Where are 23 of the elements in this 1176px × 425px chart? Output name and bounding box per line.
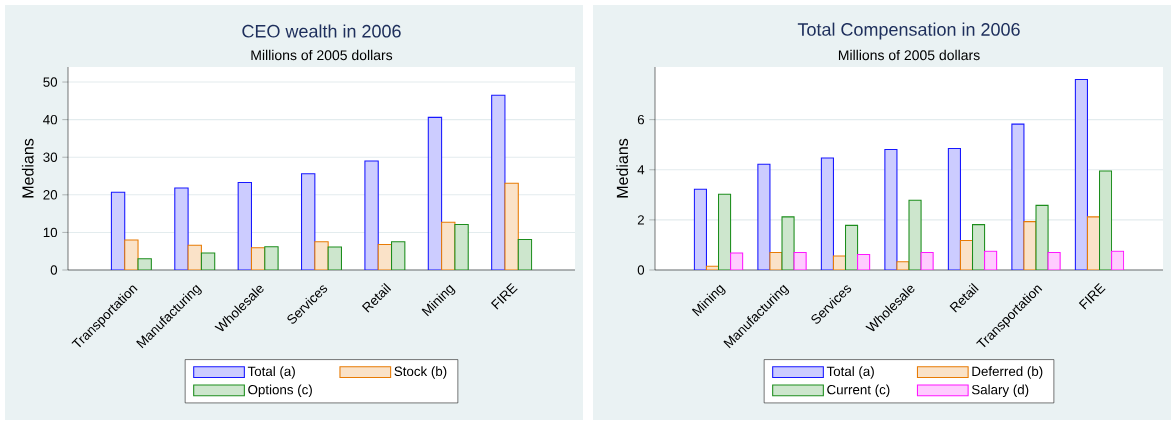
- legend-label: Current (c): [827, 384, 890, 397]
- y-tick-label: 4: [637, 165, 645, 175]
- chart-title: CEO wealth in 2006: [242, 24, 401, 38]
- chart-subtitle: Millions of 2005 dollars: [838, 49, 980, 61]
- y-tick-label: 50: [43, 77, 58, 87]
- chart-title: Total Compensation in 2006: [797, 22, 1020, 40]
- legend-label: Total (a): [247, 366, 295, 379]
- legend-label: Total (a): [826, 366, 874, 379]
- y-tick-label: 30: [43, 152, 58, 162]
- legend-label: Deferred (b): [972, 366, 1043, 379]
- legend-label: Salary (d): [971, 384, 1029, 397]
- y-tick-label: 0: [637, 265, 645, 275]
- y-tick-label: 6: [637, 114, 645, 125]
- y-axis-title: Medians: [616, 138, 629, 198]
- y-tick-label: 10: [43, 227, 58, 238]
- y-tick-label: 0: [50, 265, 58, 275]
- y-tick-label: 2: [637, 215, 644, 225]
- legend-label: Options (c): [248, 384, 312, 397]
- y-axis-title: Medians: [21, 138, 34, 198]
- y-tick-label: 40: [43, 114, 58, 125]
- chart-subtitle: Millions of 2005 dollars: [251, 49, 393, 61]
- legend-label: Stock (b): [394, 366, 447, 379]
- y-tick-label: 20: [43, 190, 58, 200]
